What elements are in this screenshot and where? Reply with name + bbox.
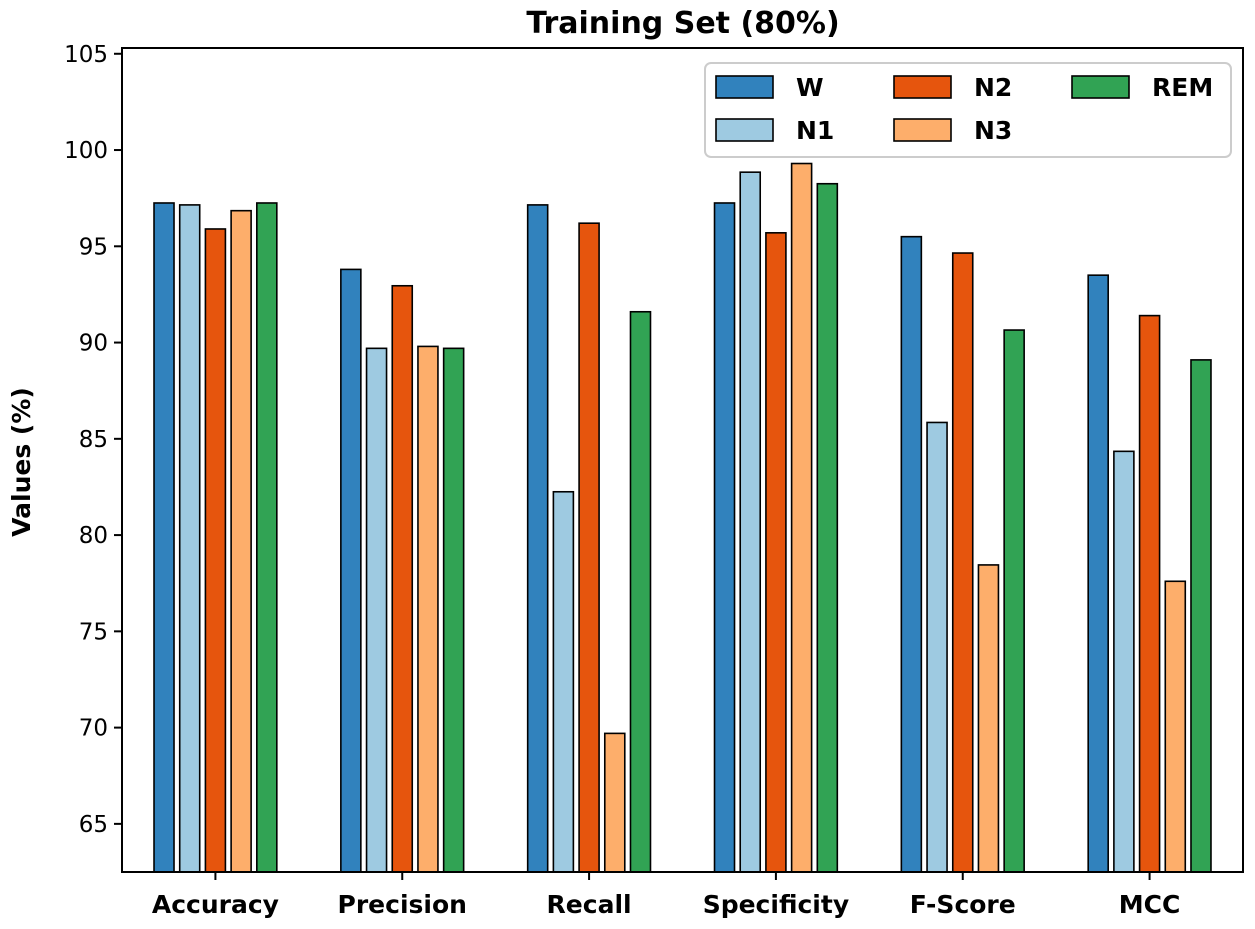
bar-n1-f-score (926, 421, 948, 873)
legend-label-w: W (796, 73, 824, 102)
bar-n2-recall (578, 222, 600, 873)
x-tick-label: MCC (1119, 890, 1181, 919)
legend-swatch-n3 (893, 118, 952, 142)
bar-n1-precision (365, 347, 388, 873)
legend-swatch-rem (1071, 75, 1130, 99)
bar-w-accuracy (153, 202, 175, 873)
x-tick-label: Precision (338, 890, 467, 919)
legend-swatch-n1 (715, 118, 774, 142)
bar-w-precision (340, 268, 362, 873)
y-axis-label: Values (%) (7, 387, 36, 537)
legend: W N1 N2 N3 REM (704, 62, 1232, 158)
x-axis: Accuracy Precision Recall Specificity F-Scor… (152, 872, 1181, 919)
legend-label-n1: N1 (796, 116, 834, 145)
y-tick-label: 100 (64, 138, 108, 164)
bar-n3-f-score (977, 564, 1000, 873)
bar-n3-accuracy (230, 209, 252, 873)
bar-rem-accuracy (256, 202, 278, 873)
bar-w-recall (526, 204, 549, 873)
bar-rem-precision (442, 347, 465, 873)
bar-n3-mcc (1164, 580, 1187, 873)
y-tick-label: 65 (79, 812, 108, 838)
x-tick-label: Specificity (703, 890, 849, 919)
legend-label-n2: N2 (974, 73, 1012, 102)
bar-w-specificity (713, 202, 736, 873)
bars-layer (153, 162, 1212, 873)
y-tick-label: 90 (79, 331, 108, 357)
x-tick-label: Accuracy (152, 890, 279, 919)
y-tick-label: 70 (79, 716, 108, 742)
legend-swatch-n2 (893, 75, 952, 99)
chart-title: Training Set (80%) (526, 6, 839, 41)
bar-n2-f-score (951, 252, 974, 873)
legend-label-rem: REM (1152, 73, 1213, 102)
legend-swatch-w (715, 75, 774, 99)
bar-w-mcc (1087, 274, 1109, 873)
y-tick-label: 85 (79, 427, 108, 453)
bar-n1-mcc (1113, 450, 1135, 873)
bar-n2-precision (391, 284, 414, 873)
y-tick-label: 75 (79, 619, 108, 645)
x-tick-label: Recall (547, 890, 632, 919)
bar-rem-recall (629, 310, 652, 873)
x-tick-label: F-Score (910, 890, 1016, 919)
bar-n1-specificity (739, 171, 762, 873)
bar-n3-specificity (790, 162, 813, 873)
bar-rem-f-score (1003, 329, 1025, 873)
bar-n2-accuracy (204, 228, 227, 873)
bar-n1-accuracy (178, 204, 201, 873)
y-tick-label: 105 (64, 42, 108, 68)
plot-frame (121, 47, 1244, 873)
bar-w-f-score (900, 235, 923, 873)
bar-rem-specificity (816, 182, 839, 873)
y-axis: 65 70 75 80 85 90 95 100 105 (64, 42, 122, 838)
y-tick-label: 95 (79, 234, 108, 260)
bar-n2-mcc (1138, 314, 1161, 873)
bar-n2-specificity (765, 232, 787, 873)
bar-n1-recall (552, 490, 575, 873)
bar-n3-precision (417, 345, 439, 873)
bar-rem-mcc (1190, 359, 1212, 873)
bar-n3-recall (603, 732, 626, 873)
legend-label-n3: N3 (974, 116, 1012, 145)
y-tick-label: 80 (79, 523, 108, 549)
